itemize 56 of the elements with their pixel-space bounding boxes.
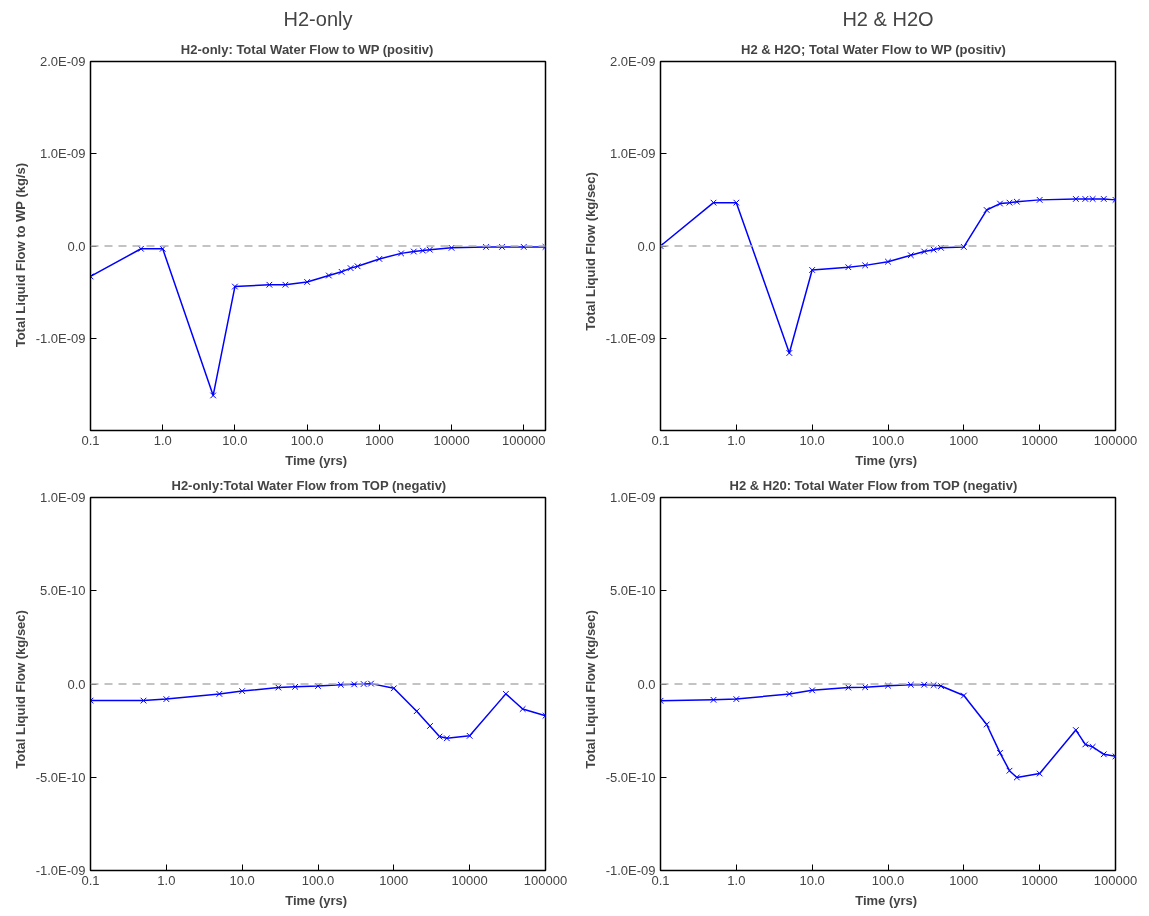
chart-title: H2-only:Total Water Flow from TOP (negativ) xyxy=(171,477,447,493)
y-axis-title: Total Liquid Flow to WP (kg/s) xyxy=(12,162,28,348)
x-tick-label: 100000 xyxy=(502,432,546,448)
x-axis-title: Time (yrs) xyxy=(285,452,348,468)
x-tick-label: 10.0 xyxy=(799,432,825,448)
x-tick-label: 10.0 xyxy=(222,432,248,448)
y-tick-label: 0.0 xyxy=(637,238,656,254)
y-tick-label: 0.0 xyxy=(67,676,86,692)
x-axis-title: Time (yrs) xyxy=(855,892,918,908)
x-tick-label: 10000 xyxy=(1021,872,1058,888)
x-tick-label: 10000 xyxy=(1021,432,1058,448)
x-tick-label: 1.0 xyxy=(727,872,746,888)
x-tick-label: 1000 xyxy=(949,432,979,448)
chart-title: H2-only: Total Water Flow to WP (positiv) xyxy=(180,41,434,57)
chart-subtitle: H2-only xyxy=(283,7,353,30)
y-tick-label: -1.0E-09 xyxy=(605,330,656,346)
x-tick-label: 100000 xyxy=(1093,432,1138,448)
x-tick-label: 100.0 xyxy=(290,432,324,448)
x-axis-title: Time (yrs) xyxy=(855,452,918,468)
y-tick-label: -1.0E-09 xyxy=(35,330,86,346)
y-axis-title: Total Liquid Flow (kg/sec) xyxy=(582,172,598,331)
x-tick-label: 1000 xyxy=(379,872,409,888)
y-tick-label: 1.0E-09 xyxy=(609,146,656,162)
x-tick-label: 1000 xyxy=(949,872,979,888)
x-tick-label: 10000 xyxy=(433,432,470,448)
chart-title: H2 & H20: Total Water Flow from TOP (negativ) xyxy=(729,477,1018,493)
x-tick-label: 100.0 xyxy=(301,872,335,888)
y-tick-label: 2.0E-09 xyxy=(609,54,656,69)
x-tick-label: 1.0 xyxy=(157,872,176,888)
y-axis-title: Total Liquid Flow (kg/sec) xyxy=(12,610,28,769)
x-axis-title: Time (yrs) xyxy=(285,892,348,908)
x-tick-label: 0.1 xyxy=(651,432,670,448)
y-axis-title: Total Liquid Flow (kg/sec) xyxy=(582,610,598,769)
y-tick-label: 2.0E-09 xyxy=(39,54,86,69)
x-tick-label: 1.0 xyxy=(727,432,746,448)
x-tick-label: 100.0 xyxy=(871,432,905,448)
y-tick-label: 5.0E-10 xyxy=(609,583,656,599)
y-tick-label: 1.0E-09 xyxy=(39,146,86,162)
y-tick-label: 5.0E-10 xyxy=(39,583,86,599)
chart-title: H2 & H2O; Total Water Flow to WP (positiv) xyxy=(741,41,1006,57)
y-tick-label: 1.0E-09 xyxy=(609,490,656,505)
x-tick-label: 100000 xyxy=(1093,872,1138,888)
x-tick-label: 10000 xyxy=(451,872,488,888)
x-tick-label: 10.0 xyxy=(229,872,255,888)
y-tick-label: 1.0E-09 xyxy=(39,490,86,505)
x-tick-label: 10.0 xyxy=(799,872,825,888)
x-tick-label: 100000 xyxy=(523,872,568,888)
x-tick-label: 100.0 xyxy=(871,872,905,888)
chart-subtitle: H2 & H2O xyxy=(842,7,934,30)
y-tick-label: -5.0E-10 xyxy=(605,769,656,785)
y-tick-label: 0.0 xyxy=(637,676,656,692)
x-tick-label: 0.1 xyxy=(81,432,100,448)
y-tick-label: 0.0 xyxy=(67,238,86,254)
x-tick-label: 1.0 xyxy=(153,432,172,448)
y-tick-label: -5.0E-10 xyxy=(35,769,86,785)
x-tick-label: 1000 xyxy=(364,432,394,448)
